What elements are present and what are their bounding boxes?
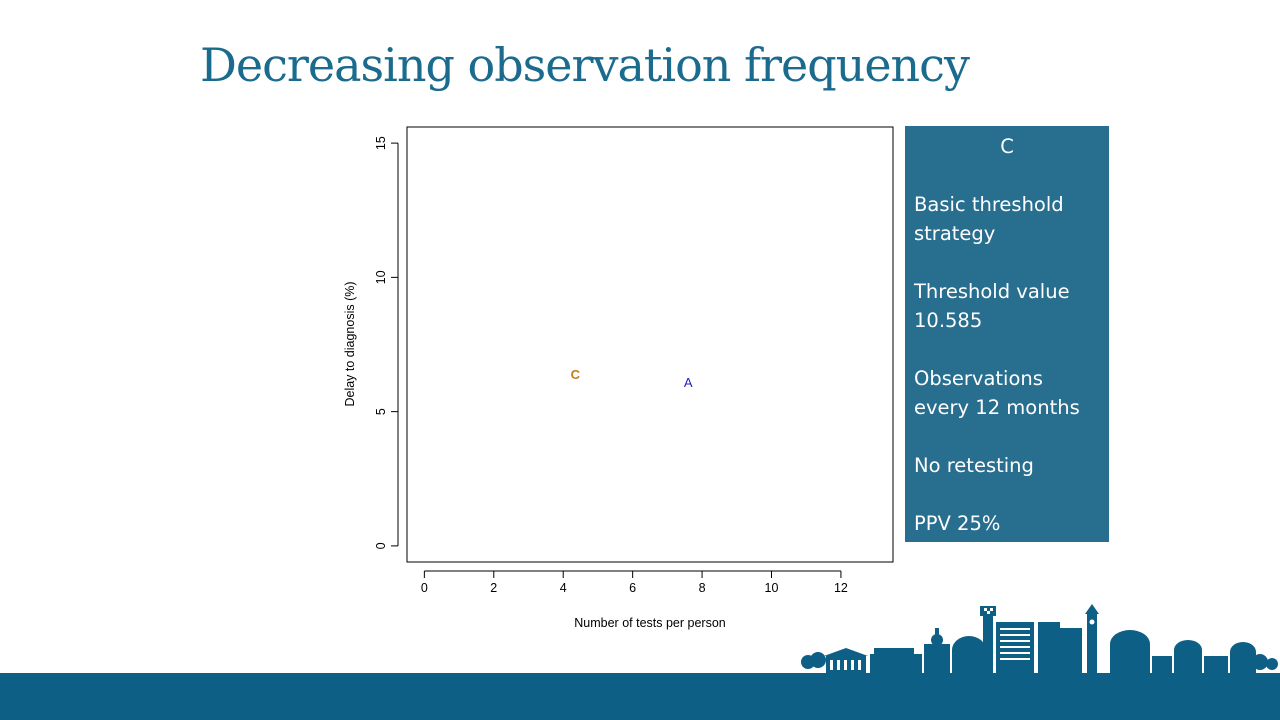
panel-ppv: PPV 25% xyxy=(914,512,1001,535)
x-tick-label: 0 xyxy=(421,581,428,595)
x-tick-label: 12 xyxy=(834,581,848,595)
panel-observations: Observations every 12 months xyxy=(914,367,1080,419)
x-axis: 0 2 4 6 8 10 12 xyxy=(421,570,848,595)
footer-bar xyxy=(0,673,1280,720)
x-tick-label: 8 xyxy=(699,581,706,595)
y-tick-label: 5 xyxy=(374,408,388,415)
x-tick-label: 4 xyxy=(560,581,567,595)
x-tick-label: 6 xyxy=(629,581,636,595)
y-axis-label: Delay to diagnosis (%) xyxy=(343,281,357,406)
x-axis-label: Number of tests per person xyxy=(574,616,726,630)
panel-retesting: No retesting xyxy=(914,454,1034,477)
panel-heading: C xyxy=(1000,135,1014,158)
plot-frame xyxy=(406,126,894,563)
y-tick-label: 10 xyxy=(374,270,388,284)
data-points: CA xyxy=(571,367,693,390)
y-tick-label: 0 xyxy=(374,542,388,549)
panel-threshold: Threshold value 10.585 xyxy=(914,280,1070,332)
y-tick-label: 15 xyxy=(374,136,388,150)
panel-strategy: Basic threshold strategy xyxy=(914,193,1064,245)
data-point-a: A xyxy=(684,375,693,390)
data-point-c: C xyxy=(571,367,581,382)
y-axis: 0 5 10 15 xyxy=(374,136,399,549)
strategy-info-panel: C Basic threshold strategy Threshold val… xyxy=(905,126,1109,542)
city-skyline-icon xyxy=(801,604,1278,673)
slide-title: Decreasing observation frequency xyxy=(200,38,970,92)
x-tick-label: 10 xyxy=(765,581,779,595)
x-tick-label: 2 xyxy=(490,581,497,595)
